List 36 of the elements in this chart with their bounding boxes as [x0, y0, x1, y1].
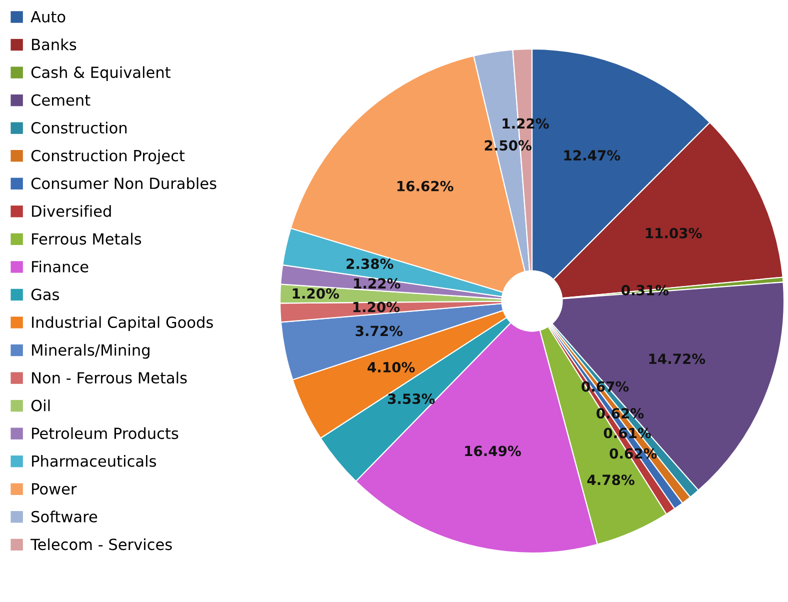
data-label: 0.61%: [604, 428, 651, 438]
legend-label: Finance: [32, 260, 88, 272]
data-label: 4.10%: [368, 362, 415, 372]
legend-label: Construction: [31, 122, 127, 134]
data-label: 1.20%: [292, 288, 340, 299]
legend-label: Consumer Non Durables: [31, 177, 216, 190]
legend-label: Industrial Capital Goods: [32, 316, 213, 331]
legend-label: Power: [32, 483, 77, 495]
legend-label: Cement: [31, 94, 90, 106]
legend-label: Non - Ferrous Metals: [32, 372, 187, 384]
legend-label: Auto: [30, 11, 66, 23]
legend-label: Petroleum Products: [32, 427, 178, 440]
legend-label: Gas: [31, 288, 59, 300]
legend-label: Banks: [32, 38, 76, 50]
data-label: 3.72%: [356, 326, 403, 336]
data-label: 4.78%: [587, 474, 634, 486]
legend-label: Ferrous Metals: [32, 232, 142, 245]
legend-label: Oil: [31, 400, 50, 412]
data-label: 11.03%: [646, 228, 702, 238]
data-label: 1.20%: [353, 302, 400, 312]
legend-label: Cash & Equivalent: [31, 66, 170, 82]
data-label: 0.62%: [596, 408, 644, 419]
legend-label: Minerals/Mining: [32, 344, 150, 359]
data-label: 1.22%: [354, 278, 400, 289]
legend-label: Construction Project: [31, 150, 185, 164]
data-label: 14.72%: [649, 354, 706, 364]
legend-label: Telecom - Services: [30, 538, 172, 550]
legend-label: Diversified: [32, 205, 111, 217]
data-label: 12.47%: [564, 150, 620, 161]
data-label: 3.53%: [388, 394, 435, 404]
legend-label: Software: [32, 510, 98, 522]
data-label: 16.62%: [397, 180, 454, 192]
data-label: 2.38%: [346, 258, 394, 270]
data-label: 16.49%: [465, 446, 521, 456]
legend-label: Pharmaceuticals: [32, 455, 156, 467]
data-label: 0.31%: [622, 284, 669, 296]
